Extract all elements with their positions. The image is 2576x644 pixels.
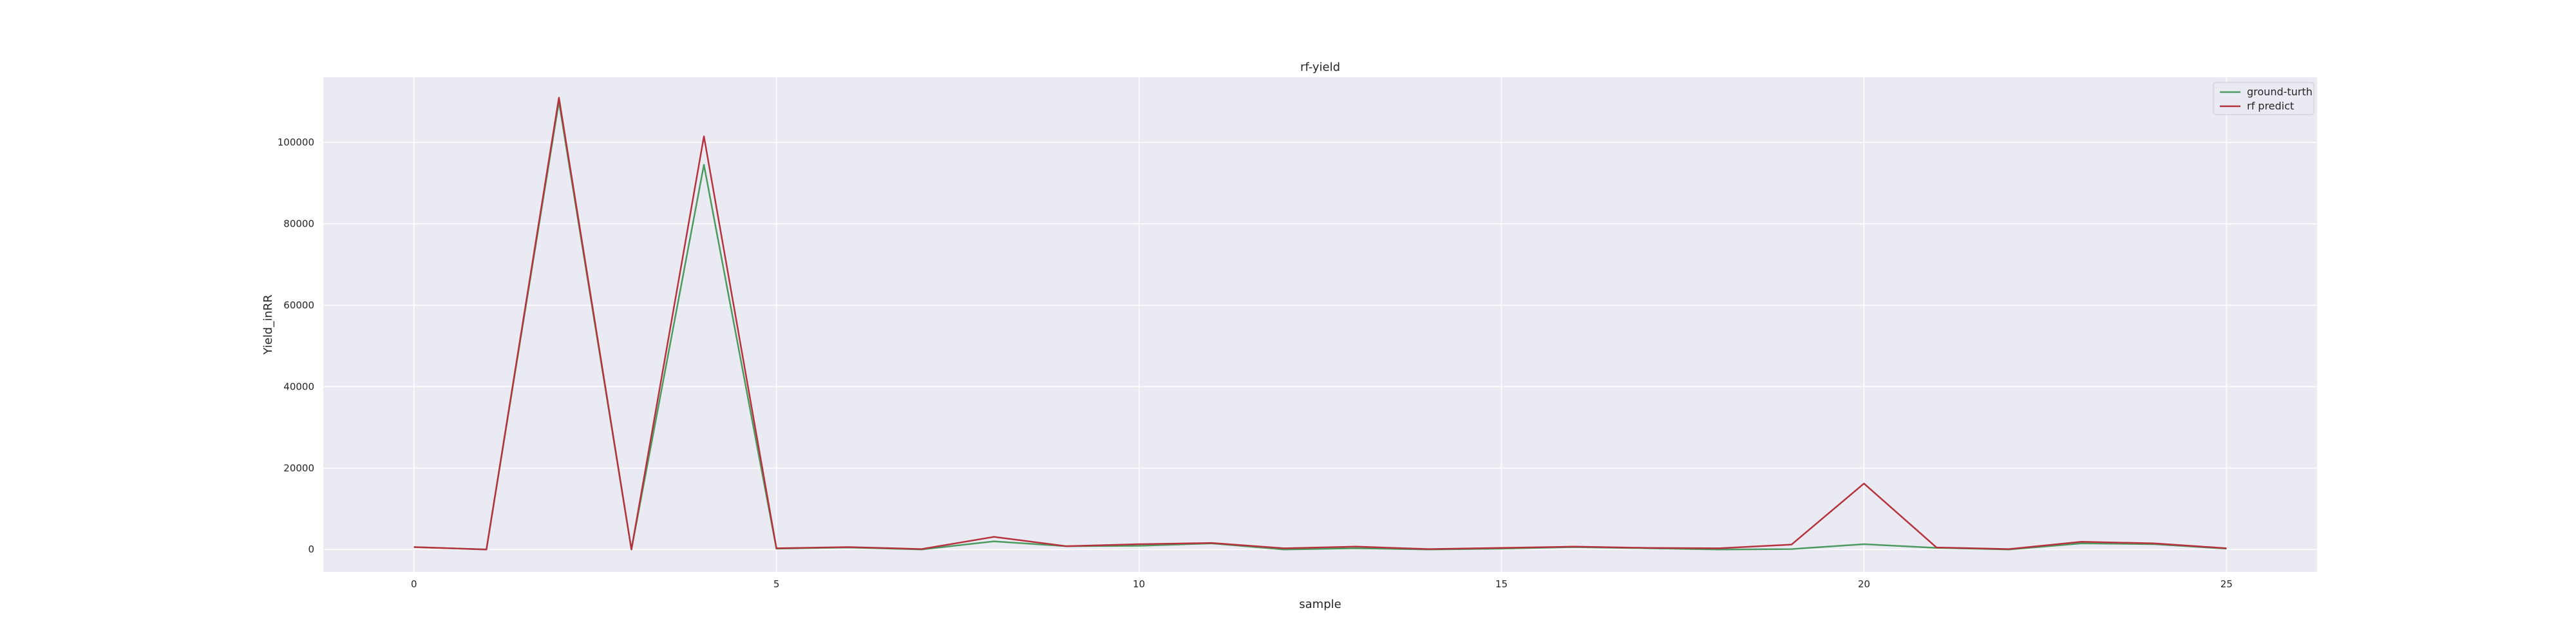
legend-label: ground-turth xyxy=(2247,86,2313,98)
grid-lines xyxy=(323,77,2317,572)
y-tick-label: 0 xyxy=(308,544,314,555)
y-tick-label: 40000 xyxy=(283,381,314,392)
x-tick-label: 20 xyxy=(1858,578,1870,590)
y-tick-label: 100000 xyxy=(278,137,314,148)
series-line-ground-turth xyxy=(413,100,2227,551)
x-tick-label: 5 xyxy=(773,578,780,590)
x-tick-label: 25 xyxy=(2221,578,2233,590)
plot-area xyxy=(323,77,2317,572)
y-tick-labels: 0 20000 40000 60000 80000 100000 xyxy=(278,137,314,555)
series-lines xyxy=(413,97,2227,551)
x-tick-label: 0 xyxy=(411,578,417,590)
x-axis-label: sample xyxy=(1299,598,1341,611)
legend-label: rf predict xyxy=(2247,100,2294,112)
series-line-rf-predict xyxy=(413,97,2227,551)
chart-title: rf-yield xyxy=(1300,61,1340,74)
x-tick-label: 10 xyxy=(1133,578,1145,590)
x-tick-label: 15 xyxy=(1495,578,1508,590)
x-tick-labels: 0 5 10 15 20 25 xyxy=(411,578,2233,590)
y-tick-label: 80000 xyxy=(283,218,314,230)
y-axis-label: Yield_inRR xyxy=(261,294,275,355)
y-tick-label: 20000 xyxy=(283,462,314,474)
legend: ground-turth rf predict xyxy=(2213,82,2315,115)
y-tick-label: 60000 xyxy=(283,299,314,311)
